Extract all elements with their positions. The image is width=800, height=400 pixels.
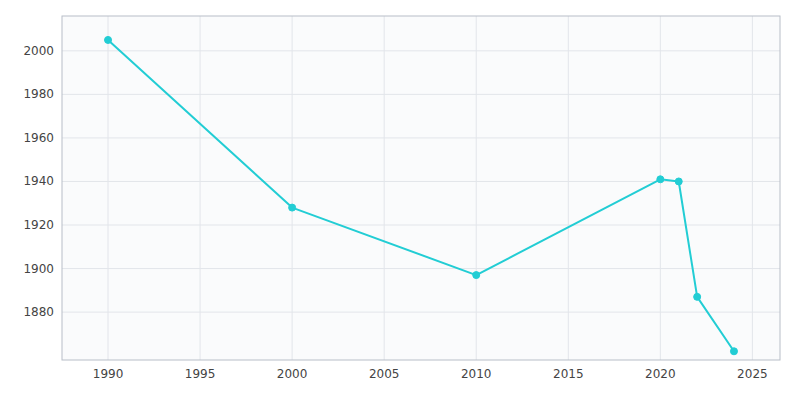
grid-line-y [62,94,780,95]
point [657,176,664,183]
point [289,204,296,211]
grid-line-y [62,312,780,313]
x-tick-label: 1990 [93,367,124,381]
x-tick-label: 2015 [553,367,584,381]
grid-line-x [568,16,569,360]
page: {"chart_data": {"type": "line", "x": [19… [0,0,800,400]
plot-background [62,16,780,360]
chart-holder: 1990 1995 2000 2005 2010 2015 2020 2025 1880 1900… [0,0,800,400]
grid-line-x [660,16,661,360]
y-tick-label: 1980 [23,87,54,101]
grid [62,16,780,360]
y-tick-label: 1960 [23,131,54,145]
y-tick-label: 1940 [23,174,54,188]
grid-line-x [384,16,385,360]
grid-line-y [62,225,780,226]
x-tick-label: 2005 [369,367,400,381]
x-tick-label: 2025 [737,367,768,381]
x-tick-label: 2020 [645,367,676,381]
grid-line-y [62,268,780,269]
y-tick-label: 2000 [23,44,54,58]
grid-line-x [476,16,477,360]
point [694,293,701,300]
y-tick-label: 1920 [23,218,54,232]
y-tick-label: 1880 [23,305,54,319]
grid-line-x [752,16,753,360]
y-tick-label: 1900 [23,262,54,276]
series [105,36,738,354]
plot-frame [62,16,780,360]
point [730,348,737,355]
point [105,36,112,43]
grid-line-x [108,16,109,360]
grid-line-y [62,137,780,138]
ticks: 1990 1995 2000 2005 2010 2015 2020 2025 1880 1900… [23,44,767,381]
grid-line-x [292,16,293,360]
x-tick-label: 2010 [461,367,492,381]
grid-line-y [62,50,780,51]
x-tick-label: 2000 [277,367,308,381]
line [108,40,734,351]
point [675,178,682,185]
chart: 1990 1995 2000 2005 2010 2015 2020 2025 1880 1900… [0,0,800,400]
grid-line-x [200,16,201,360]
x-tick-label: 1995 [185,367,216,381]
point [473,272,480,279]
